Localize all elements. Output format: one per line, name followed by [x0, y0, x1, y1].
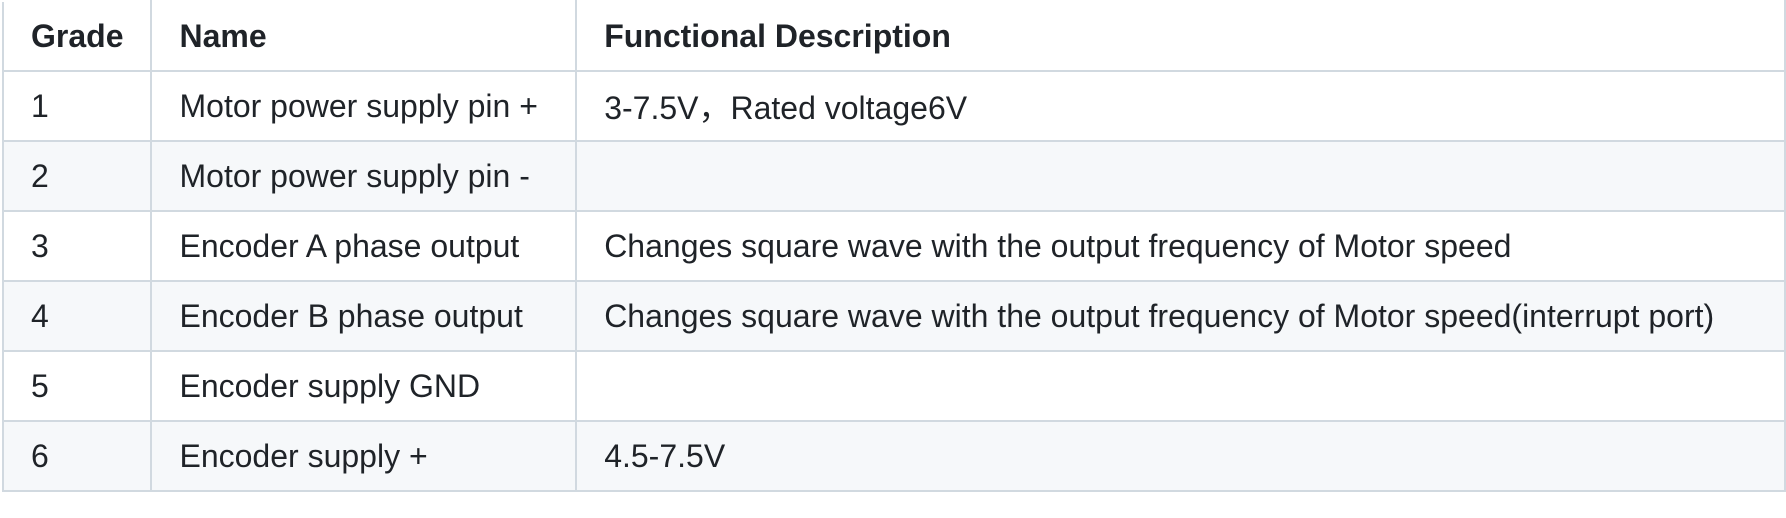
cell-description: Changes square wave with the output freq… — [575, 210, 1786, 282]
table-row: 4 Encoder B phase output Changes square … — [1, 280, 1786, 352]
table-row: 1 Motor power supply pin + 3-7.5V，Rated … — [1, 70, 1786, 142]
header-grade: Grade — [1, 0, 153, 72]
header-name: Name — [150, 0, 578, 72]
cell-grade: 2 — [1, 140, 153, 212]
cell-description — [575, 350, 1786, 422]
cell-description: Changes square wave with the output freq… — [575, 280, 1786, 352]
table-header-row: Grade Name Functional Description — [1, 0, 1786, 72]
header-functional-description: Functional Description — [575, 0, 1786, 72]
cell-description — [575, 140, 1786, 212]
cell-name: Encoder B phase output — [150, 280, 578, 352]
cell-grade: 4 — [1, 280, 153, 352]
cell-name: Encoder supply + — [150, 420, 578, 492]
cell-grade: 6 — [1, 420, 153, 492]
cell-name: Motor power supply pin - — [150, 140, 578, 212]
table-row: 5 Encoder supply GND — [1, 350, 1786, 422]
cell-grade: 3 — [1, 210, 153, 282]
cell-grade: 1 — [1, 70, 153, 142]
cell-name: Encoder A phase output — [150, 210, 578, 282]
cell-description: 4.5-7.5V — [575, 420, 1786, 492]
cell-name: Encoder supply GND — [150, 350, 578, 422]
table-row: 2 Motor power supply pin - — [1, 140, 1786, 212]
table-row: 6 Encoder supply + 4.5-7.5V — [1, 420, 1786, 492]
cell-grade: 5 — [1, 350, 153, 422]
cell-name: Motor power supply pin + — [150, 70, 578, 142]
table-row: 3 Encoder A phase output Changes square … — [1, 210, 1786, 282]
cell-description: 3-7.5V，Rated voltage6V — [575, 70, 1786, 142]
pin-function-table: Grade Name Functional Description 1 Moto… — [1, 0, 1786, 492]
